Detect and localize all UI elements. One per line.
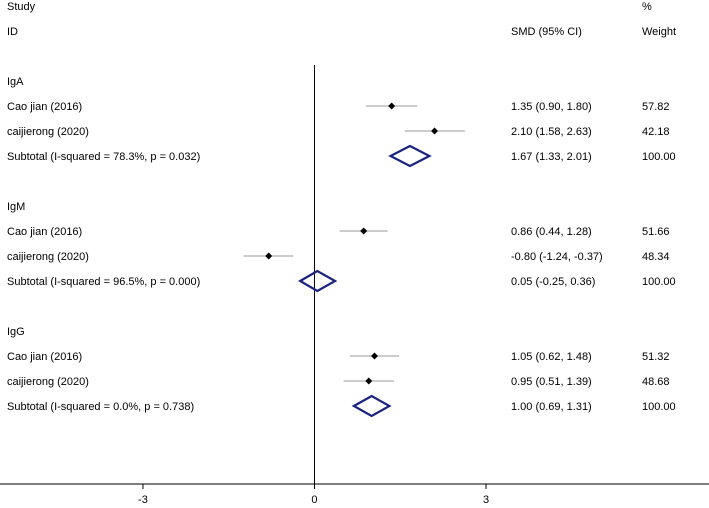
ci-text: 0.86 (0.44, 1.28) xyxy=(511,226,592,238)
subtotal-ci-text: 0.05 (-0.25, 0.36) xyxy=(511,276,595,288)
subtotal-weight: 100.00 xyxy=(642,151,676,163)
header-effect: SMD (95% CI) xyxy=(511,26,582,38)
ci-text: -0.80 (-1.24, -0.37) xyxy=(511,251,603,263)
subtotal-label: Subtotal (I-squared = 78.3%, p = 0.032) xyxy=(7,151,200,163)
x-tick-label: -3 xyxy=(138,494,148,506)
group-label: IgM xyxy=(7,201,25,213)
weight-text: 42.18 xyxy=(642,126,670,138)
header-id: ID xyxy=(7,26,18,38)
weight-text: 51.66 xyxy=(642,226,670,238)
ci-text: 1.35 (0.90, 1.80) xyxy=(511,101,592,113)
point-estimate xyxy=(431,127,439,135)
weight-text: 48.68 xyxy=(642,376,670,388)
subtotal-diamond xyxy=(388,144,432,168)
subtotal-ci-text: 1.00 (0.69, 1.31) xyxy=(511,401,592,413)
study-label: Cao jian (2016) xyxy=(7,101,82,113)
ci-text: 0.95 (0.51, 1.39) xyxy=(511,376,592,388)
subtotal-diamond xyxy=(297,269,338,293)
x-tick-label: 3 xyxy=(483,494,489,506)
subtotal-weight: 100.00 xyxy=(642,276,676,288)
weight-text: 57.82 xyxy=(642,101,670,113)
x-tick-label: 0 xyxy=(311,494,317,506)
study-label: caijierong (2020) xyxy=(7,376,89,388)
study-label: Cao jian (2016) xyxy=(7,351,82,363)
subtotal-weight: 100.00 xyxy=(642,401,676,413)
point-estimate xyxy=(360,227,368,235)
group-label: IgA xyxy=(7,76,24,88)
study-label: Cao jian (2016) xyxy=(7,226,82,238)
study-label: caijierong (2020) xyxy=(7,251,89,263)
point-estimate xyxy=(365,377,373,385)
header-weight: Weight xyxy=(642,26,676,38)
header-percent: % xyxy=(642,1,652,13)
ci-text: 1.05 (0.62, 1.48) xyxy=(511,351,592,363)
ci-text: 2.10 (1.58, 2.63) xyxy=(511,126,592,138)
subtotal-diamond xyxy=(351,394,392,418)
point-estimate xyxy=(371,352,379,360)
point-estimate xyxy=(265,252,273,260)
weight-text: 51.32 xyxy=(642,351,670,363)
group-label: IgG xyxy=(7,326,25,338)
subtotal-ci-text: 1.67 (1.33, 2.01) xyxy=(511,151,592,163)
weight-text: 48.34 xyxy=(642,251,670,263)
header-study: Study xyxy=(7,1,36,13)
subtotal-label: Subtotal (I-squared = 0.0%, p = 0.738) xyxy=(7,401,194,413)
study-label: caijierong (2020) xyxy=(7,126,89,138)
subtotal-label: Subtotal (I-squared = 96.5%, p = 0.000) xyxy=(7,276,200,288)
point-estimate xyxy=(388,102,396,110)
